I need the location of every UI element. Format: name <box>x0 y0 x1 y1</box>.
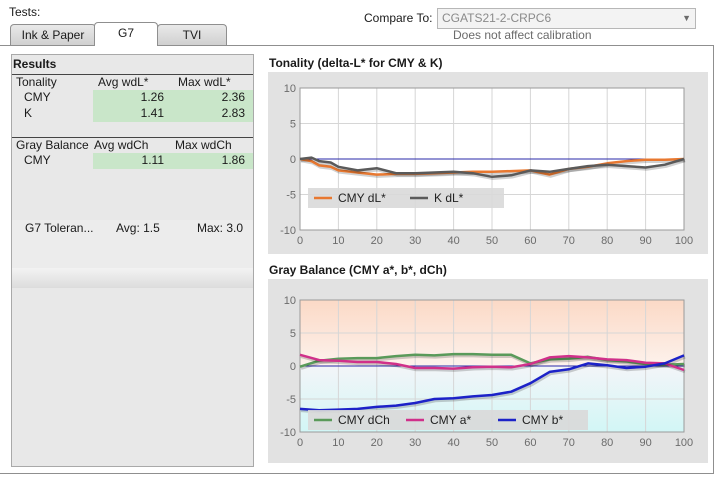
compare-select-value: CGATS21-2-CRPC6 <box>442 11 552 25</box>
y-tick-label: 0 <box>290 154 296 166</box>
y-tick-label: -10 <box>280 225 296 237</box>
tab-tvi[interactable]: TVI <box>157 24 227 46</box>
x-tick-label: 40 <box>447 437 459 449</box>
tonality-row-cmy: CMY 1.26 2.36 <box>12 90 253 106</box>
tolerance-avg: Avg: 1.5 <box>116 221 160 235</box>
tonality-chart-box: -10 -5 0 5 10 0 10 20 30 40 50 60 70 80 90 100 CMY dL* K … <box>268 72 708 254</box>
series-shadow <box>300 355 686 414</box>
gray-balance-chart-title: Gray Balance (CMY a*, b*, dCh) <box>269 263 447 277</box>
tolerance-band <box>12 220 253 270</box>
x-tick-label: 0 <box>297 235 303 247</box>
results-fade <box>12 268 253 288</box>
gray-balance-header-avg: Avg wdCh <box>94 138 149 152</box>
x-tick-label: 10 <box>332 235 344 247</box>
x-tick-label: 10 <box>332 437 344 449</box>
x-tick-label: 80 <box>601 235 613 247</box>
x-tick-label: 90 <box>639 437 651 449</box>
x-tick-label: 80 <box>601 437 613 449</box>
row-max: 2.83 <box>221 106 245 120</box>
x-tick-label: 30 <box>409 235 421 247</box>
x-tick-label: 60 <box>524 235 536 247</box>
row-name: CMY <box>24 90 51 104</box>
row-name: CMY <box>24 153 51 167</box>
tab-strip: Ink & Paper G7 TVI <box>0 22 720 46</box>
series-line-cmy-dl- <box>299 157 685 176</box>
tolerance-max: Max: 3.0 <box>197 221 244 235</box>
row-name: K <box>24 106 33 120</box>
compare-note: Does not affect calibration <box>453 28 592 42</box>
legend-label: CMY a* <box>430 413 471 427</box>
y-tick-label: 0 <box>290 361 296 373</box>
tonality-header: Tonality Avg wdL* Max wdL* <box>12 74 253 90</box>
tonality-header-max: Max wdL* <box>178 75 231 89</box>
x-tick-label: 100 <box>675 437 693 449</box>
chevron-down-icon: ▼ <box>682 13 691 23</box>
legend-label: CMY dCh <box>338 413 390 427</box>
tab-g7[interactable]: G7 <box>94 22 158 46</box>
y-tick-label: 10 <box>284 83 296 95</box>
legend <box>308 188 504 208</box>
row-avg: 1.41 <box>140 106 164 120</box>
x-tick-label: 20 <box>371 235 383 247</box>
tonality-header-label: Tonality <box>16 75 57 89</box>
y-tick-label: 10 <box>284 295 296 307</box>
tolerance-label: G7 Toleran... <box>25 221 94 235</box>
series-line-cmy-a- <box>299 353 685 372</box>
results-title: Results <box>13 57 57 71</box>
series-shadow <box>300 354 686 374</box>
y-tick-label: 5 <box>290 328 296 340</box>
row-avg: 1.11 <box>141 153 164 167</box>
tab-ink-paper[interactable]: Ink & Paper <box>10 24 96 46</box>
row-avg: 1.26 <box>140 90 164 104</box>
x-tick-label: 90 <box>639 235 651 247</box>
x-tick-label: 70 <box>563 437 575 449</box>
tonality-header-avg: Avg wdL* <box>98 75 149 89</box>
x-tick-label: 30 <box>409 437 421 449</box>
gray-balance-header-max: Max wdCh <box>175 138 232 152</box>
series-line-cmy-b- <box>299 354 685 412</box>
compare-label: Compare To: <box>364 11 433 25</box>
x-tick-label: 40 <box>447 235 459 247</box>
gray-balance-header-label: Gray Balance <box>16 138 89 152</box>
row-max: 2.36 <box>221 90 245 104</box>
gray-balance-chart-box: -10 -5 0 5 10 0 10 20 30 40 50 60 70 80 90 100 CMY dCh CM… <box>268 279 708 463</box>
legend <box>308 410 588 430</box>
legend-label: CMY b* <box>522 413 563 427</box>
x-tick-label: 70 <box>563 235 575 247</box>
legend-label: K dL* <box>434 191 464 205</box>
x-tick-label: 0 <box>297 437 303 449</box>
tab-divider <box>0 45 714 46</box>
y-tick-label: -5 <box>286 190 296 202</box>
compare-select[interactable]: CGATS21-2-CRPC6 ▼ <box>437 8 696 29</box>
series-shadow <box>300 353 686 370</box>
tests-label: Tests: <box>9 5 41 19</box>
row-max: 1.86 <box>221 153 245 167</box>
gray-balance-header: Gray Balance Avg wdCh Max wdCh <box>12 137 253 153</box>
y-tick-label: -5 <box>286 394 296 406</box>
x-tick-label: 50 <box>486 235 498 247</box>
tonality-chart-title: Tonality (delta-L* for CMY & K) <box>269 56 443 70</box>
y-tick-label: 5 <box>290 119 296 131</box>
series-line-k-dl- <box>299 156 685 179</box>
tonality-row-k: K 1.41 2.83 <box>12 106 253 122</box>
legend-label: CMY dL* <box>338 191 386 205</box>
results-panel: Results Tonality Avg wdL* Max wdL* CMY 1… <box>11 54 254 467</box>
x-tick-label: 100 <box>675 235 693 247</box>
y-tick-label: -10 <box>280 427 296 439</box>
x-tick-label: 60 <box>524 437 536 449</box>
gray-balance-row-cmy: CMY 1.11 1.86 <box>12 153 253 169</box>
x-tick-label: 50 <box>486 437 498 449</box>
content-frame <box>0 46 714 474</box>
x-tick-label: 20 <box>371 437 383 449</box>
